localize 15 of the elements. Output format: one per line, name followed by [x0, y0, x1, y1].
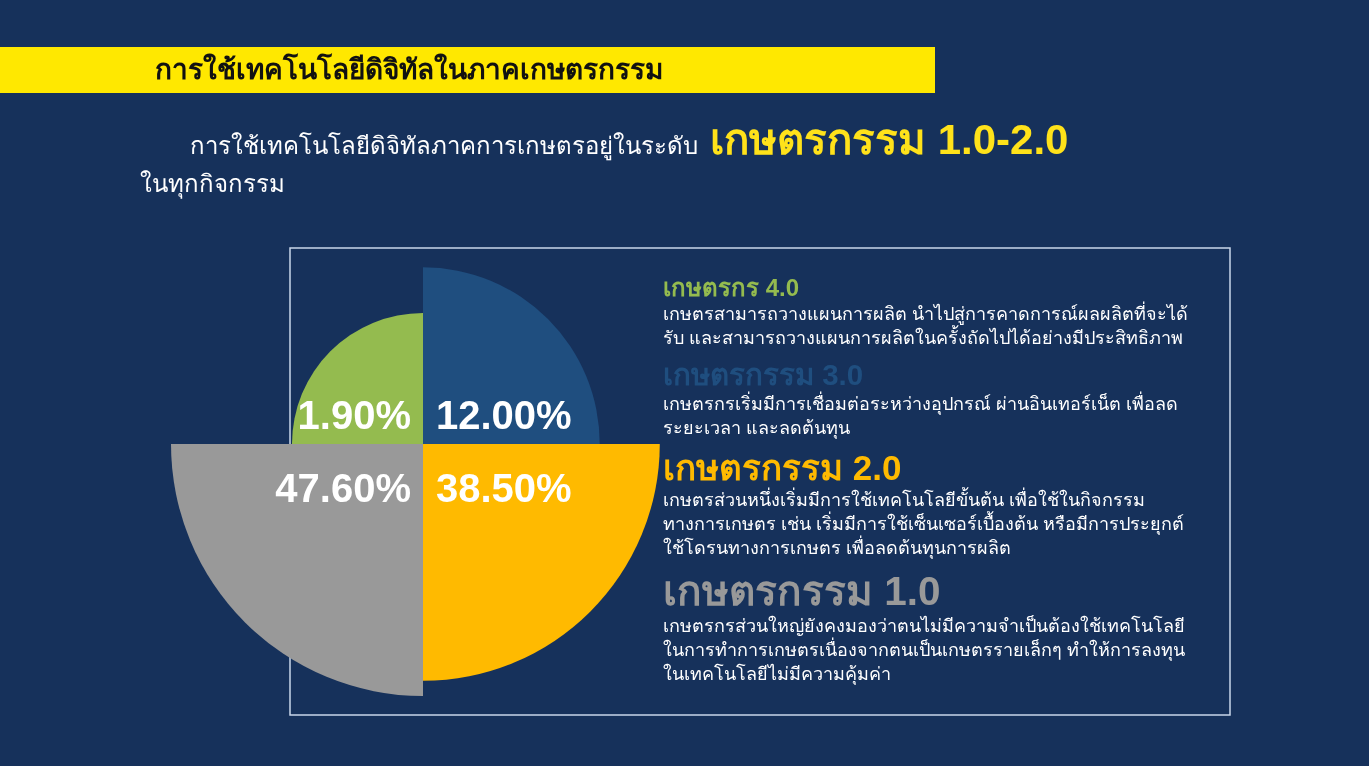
- text: เกษตรกรเริ่มมีการเชื่อมต่อระหว่างอุปกรณ์ ผ่านอินเทอร์เน็ต เพื่อลดระยะเวลา และลดต้นทุน: [663, 391, 1179, 440]
- category-label: เกษตรกรรม 2.0: [663, 447, 902, 487]
- category-label: เกษตรกร 4.0: [663, 274, 800, 302]
- text: การใช้เทคโนโลยีดิจิทัลภาคการเกษตรอยู่ในระดับ: [190, 132, 698, 159]
- data-label: 12.00%: [436, 393, 572, 437]
- data-label: 38.50%: [436, 466, 572, 510]
- text: เกษตรกรรม 1.0-2.0: [710, 116, 1069, 163]
- text: ในทุกกิจกรรม: [140, 169, 285, 200]
- text: เกษตรกรส่วนใหญ่ยังคงมองว่าตนไม่มีความจำเป็นต้องใช้เทคโนโลยีในการทำการเกษตรเนื่องจากตนเป็นเกษตรรายเล็กๆ ทำให้การลงทุนในเทคโนโลยีไม่มีความคุ้มค่า: [663, 614, 1186, 687]
- text: การใช้เทคโนโลยีดิจิทัลในภาคเกษตรกรรม: [155, 52, 663, 87]
- text: เกษตรส่วนหนึ่งเริ่มมีการใช้เทคโนโลยีขั้นต้น เพื่อใช้ในกิจกรรมทางการเกษตร เช่น เริ่มมีการใช้เซ็นเซอร์เบื้องต้น หรือมีการประยุกต์ใช้โดรนทางการเกษตร เพื่อลดต้นทุนการผลิต: [663, 487, 1185, 560]
- category-label: เกษตรกรรม 1.0: [663, 567, 941, 615]
- text: เกษตรสามารถวางแผนการผลิต นำไปสู่การคาดการณ์ผลผลิตที่จะได้รับ และสามารถวางแผนการผลิตในครั้งถัดไปได้อย่างมีประสิทธิภาพ: [663, 301, 1189, 350]
- data-label: 47.60%: [275, 466, 411, 510]
- data-label: 1.90%: [297, 393, 411, 437]
